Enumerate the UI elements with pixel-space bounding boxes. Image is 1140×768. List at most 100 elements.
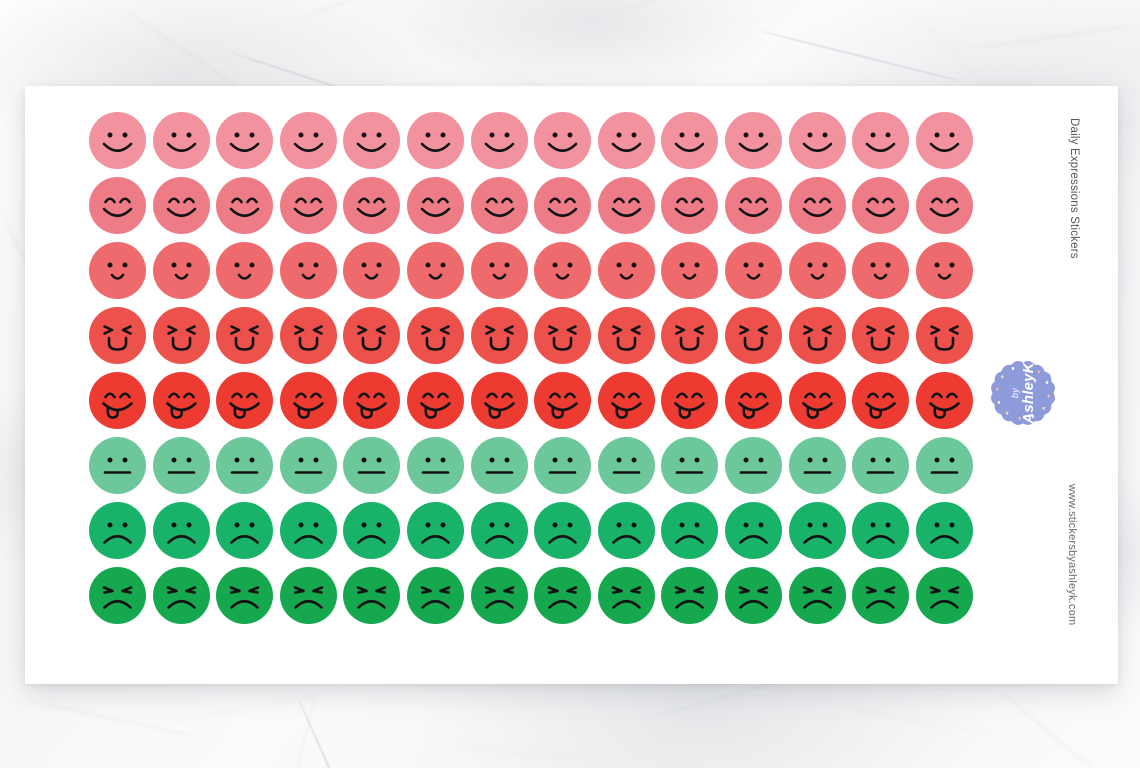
sticker-smile[interactable]: [407, 112, 464, 169]
sticker-smile[interactable]: [788, 112, 846, 169]
sticker-neutral[interactable]: [407, 437, 464, 494]
sticker-neutral[interactable]: [343, 437, 401, 494]
sticker-happy-closed[interactable]: [89, 177, 146, 234]
sticker-neutral[interactable]: [725, 437, 782, 494]
sticker-tongue-out[interactable]: [152, 372, 210, 429]
sticker-smile[interactable]: [343, 112, 401, 169]
sticker-sad[interactable]: [152, 502, 210, 559]
sticker-neutral[interactable]: [597, 437, 655, 494]
sticker-angry[interactable]: [788, 567, 846, 624]
sticker-squint-laugh[interactable]: [852, 307, 910, 364]
sticker-sad[interactable]: [89, 502, 146, 559]
sticker-angry[interactable]: [216, 567, 274, 624]
sticker-angry[interactable]: [725, 567, 782, 624]
sticker-sad[interactable]: [915, 502, 973, 559]
sticker-content[interactable]: [152, 242, 210, 299]
sticker-smile[interactable]: [470, 112, 528, 169]
sticker-sad[interactable]: [852, 502, 910, 559]
sticker-happy-closed[interactable]: [852, 177, 910, 234]
sticker-happy-closed[interactable]: [152, 177, 210, 234]
sticker-content[interactable]: [597, 242, 655, 299]
sticker-smile[interactable]: [725, 112, 782, 169]
sticker-squint-laugh[interactable]: [788, 307, 846, 364]
sticker-squint-laugh[interactable]: [725, 307, 782, 364]
sticker-sad[interactable]: [661, 502, 719, 559]
sticker-squint-laugh[interactable]: [661, 307, 719, 364]
sticker-angry[interactable]: [915, 567, 973, 624]
sticker-happy-closed[interactable]: [216, 177, 274, 234]
sticker-squint-laugh[interactable]: [152, 307, 210, 364]
sticker-angry[interactable]: [152, 567, 210, 624]
sticker-content[interactable]: [852, 242, 910, 299]
sticker-angry[interactable]: [89, 567, 146, 624]
sticker-happy-closed[interactable]: [725, 177, 782, 234]
sticker-smile[interactable]: [89, 112, 146, 169]
sticker-happy-closed[interactable]: [279, 177, 337, 234]
sticker-tongue-out[interactable]: [661, 372, 719, 429]
sticker-neutral[interactable]: [915, 437, 973, 494]
sticker-squint-laugh[interactable]: [915, 307, 973, 364]
sticker-tongue-out[interactable]: [407, 372, 464, 429]
sticker-sad[interactable]: [216, 502, 274, 559]
sticker-angry[interactable]: [279, 567, 337, 624]
sticker-tongue-out[interactable]: [279, 372, 337, 429]
sticker-squint-laugh[interactable]: [407, 307, 464, 364]
sticker-neutral[interactable]: [788, 437, 846, 494]
sticker-neutral[interactable]: [661, 437, 719, 494]
sticker-neutral[interactable]: [279, 437, 337, 494]
sticker-smile[interactable]: [597, 112, 655, 169]
sticker-angry[interactable]: [407, 567, 464, 624]
sticker-sad[interactable]: [534, 502, 592, 559]
sticker-happy-closed[interactable]: [534, 177, 592, 234]
sticker-squint-laugh[interactable]: [89, 307, 146, 364]
sticker-tongue-out[interactable]: [725, 372, 782, 429]
sticker-squint-laugh[interactable]: [534, 307, 592, 364]
sticker-sad[interactable]: [788, 502, 846, 559]
sticker-smile[interactable]: [852, 112, 910, 169]
sticker-content[interactable]: [89, 242, 146, 299]
sticker-smile[interactable]: [216, 112, 274, 169]
sticker-squint-laugh[interactable]: [279, 307, 337, 364]
sticker-squint-laugh[interactable]: [597, 307, 655, 364]
sticker-content[interactable]: [279, 242, 337, 299]
sticker-sad[interactable]: [279, 502, 337, 559]
sticker-sad[interactable]: [470, 502, 528, 559]
sticker-neutral[interactable]: [470, 437, 528, 494]
sticker-tongue-out[interactable]: [915, 372, 973, 429]
sticker-content[interactable]: [470, 242, 528, 299]
sticker-tongue-out[interactable]: [852, 372, 910, 429]
sticker-tongue-out[interactable]: [216, 372, 274, 429]
sticker-neutral[interactable]: [216, 437, 274, 494]
sticker-tongue-out[interactable]: [534, 372, 592, 429]
sticker-happy-closed[interactable]: [915, 177, 973, 234]
sticker-content[interactable]: [788, 242, 846, 299]
sticker-tongue-out[interactable]: [597, 372, 655, 429]
sticker-neutral[interactable]: [534, 437, 592, 494]
sticker-tongue-out[interactable]: [470, 372, 528, 429]
sticker-content[interactable]: [661, 242, 719, 299]
sticker-angry[interactable]: [597, 567, 655, 624]
sticker-angry[interactable]: [470, 567, 528, 624]
sticker-squint-laugh[interactable]: [343, 307, 401, 364]
sticker-smile[interactable]: [279, 112, 337, 169]
sticker-content[interactable]: [725, 242, 782, 299]
sticker-smile[interactable]: [534, 112, 592, 169]
sticker-angry[interactable]: [534, 567, 592, 624]
sticker-sad[interactable]: [725, 502, 782, 559]
sticker-tongue-out[interactable]: [788, 372, 846, 429]
sticker-content[interactable]: [534, 242, 592, 299]
sticker-smile[interactable]: [152, 112, 210, 169]
sticker-angry[interactable]: [343, 567, 401, 624]
sticker-content[interactable]: [216, 242, 274, 299]
sticker-happy-closed[interactable]: [407, 177, 464, 234]
sticker-happy-closed[interactable]: [343, 177, 401, 234]
sticker-sad[interactable]: [407, 502, 464, 559]
sticker-content[interactable]: [343, 242, 401, 299]
sticker-happy-closed[interactable]: [788, 177, 846, 234]
sticker-tongue-out[interactable]: [89, 372, 146, 429]
sticker-happy-closed[interactable]: [597, 177, 655, 234]
sticker-smile[interactable]: [661, 112, 719, 169]
sticker-happy-closed[interactable]: [470, 177, 528, 234]
sticker-content[interactable]: [915, 242, 973, 299]
sticker-happy-closed[interactable]: [661, 177, 719, 234]
